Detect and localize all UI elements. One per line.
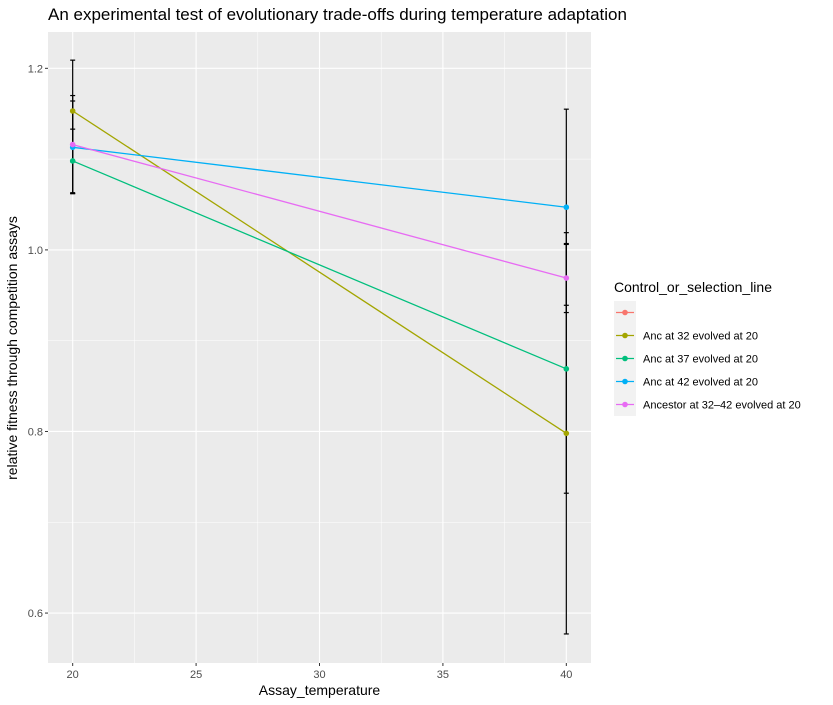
x-tick-label: 30 xyxy=(313,669,325,681)
legend-label: Anc at 37 evolved at 20 xyxy=(643,354,758,366)
data-point xyxy=(69,158,76,164)
y-axis-title: relative fitness through competition ass… xyxy=(4,216,20,480)
series-lines xyxy=(72,110,567,434)
x-tick-label: 40 xyxy=(560,669,572,681)
series-line xyxy=(72,146,567,208)
series-line xyxy=(72,110,567,434)
legend-key-point xyxy=(622,401,628,408)
legend: Anc at 32 evolved at 20 Anc at 37 evolved… xyxy=(614,301,801,416)
data-point xyxy=(563,430,570,437)
y-tick-label: 1.2 xyxy=(28,63,43,75)
x-axis-title: Assay_temperature xyxy=(259,682,381,698)
data-point xyxy=(69,141,76,148)
y-tick-label: 1.0 xyxy=(28,245,43,257)
x-tick-label: 20 xyxy=(67,669,79,681)
legend-label: Anc at 42 evolved at 20 xyxy=(643,377,758,389)
y-tick-label: 0.8 xyxy=(28,426,43,438)
x-axis: 20 25 30 35 40 xyxy=(67,663,572,681)
x-tick-label: 25 xyxy=(190,669,202,681)
y-axis: 0.6 0.8 1.0 1.2 xyxy=(28,63,48,620)
data-point xyxy=(69,108,76,114)
data-point xyxy=(563,275,570,281)
data-point xyxy=(563,204,570,211)
legend-label: Ancestor at 32–42 evolved at 20 xyxy=(643,400,801,412)
legend-title: Control_or_selection_line xyxy=(614,279,772,295)
y-tick-label: 0.6 xyxy=(28,608,43,620)
series-line xyxy=(72,143,567,279)
legend-key-point xyxy=(622,309,628,316)
data-point xyxy=(563,366,570,372)
legend-key-point xyxy=(622,332,628,339)
x-tick-label: 35 xyxy=(437,669,449,681)
chart-title: An experimental test of evolutionary tra… xyxy=(48,5,627,24)
data-points xyxy=(69,108,570,437)
legend-label: Anc at 32 evolved at 20 xyxy=(643,331,758,343)
legend-key-point xyxy=(622,378,628,385)
series-line xyxy=(72,160,567,370)
legend-key-point xyxy=(622,355,628,362)
